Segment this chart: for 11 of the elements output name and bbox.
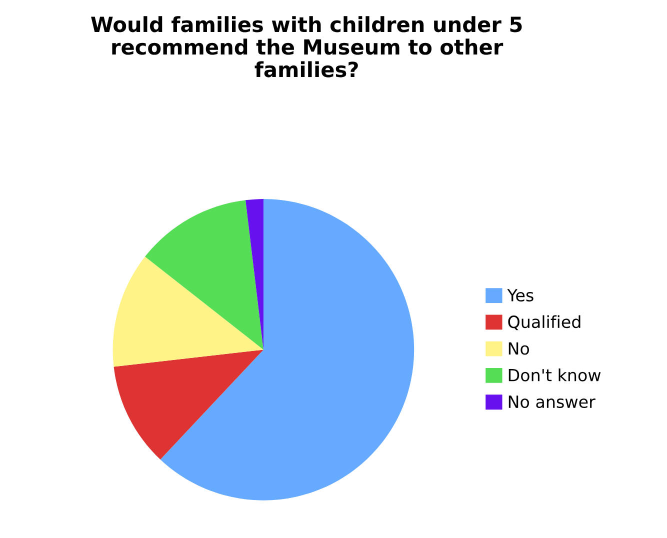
pie-slice — [246, 199, 264, 350]
pie-slice — [112, 256, 264, 367]
legend-label: No — [508, 342, 530, 355]
legend-label: Yes — [507, 289, 534, 302]
pie-slice — [114, 350, 264, 460]
legend-label: No answer — [508, 396, 596, 408]
legend-label: Qualified — [508, 315, 580, 330]
legend-label: Don't know — [508, 368, 601, 382]
chart-title: Would families with children under 5 recommend the Museum to other families? — [91, 16, 522, 78]
pie-slice — [145, 200, 264, 350]
pie-slice — [160, 199, 414, 500]
